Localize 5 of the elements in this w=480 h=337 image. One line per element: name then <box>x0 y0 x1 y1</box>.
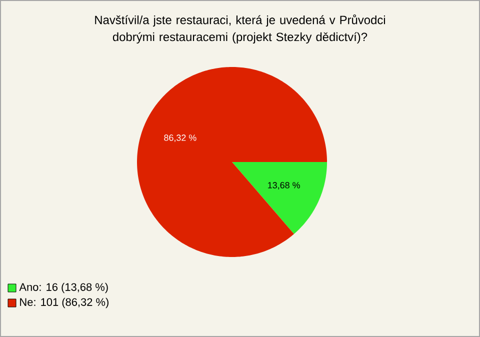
chart-title: Navštívil/a jste restauraci, která je uvedená v Průvodci dobrými restauracemi (projekt Stezky dědictví)? <box>95 14 386 44</box>
legend-label: Ne: 101 (86,32 %) <box>20 298 108 308</box>
data-label: 86,32 % <box>164 134 196 142</box>
legend-label: Ano: 16 (13,68 %) <box>19 282 108 294</box>
data-label: 13,68 % <box>268 182 300 190</box>
